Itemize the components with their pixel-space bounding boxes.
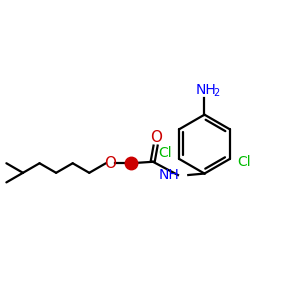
Text: Cl: Cl [158,146,172,160]
Text: O: O [104,156,116,171]
Text: NH: NH [196,83,216,97]
Text: O: O [150,130,162,145]
Text: 2: 2 [214,88,220,98]
Text: Cl: Cl [237,155,251,169]
Text: NH: NH [159,168,179,182]
